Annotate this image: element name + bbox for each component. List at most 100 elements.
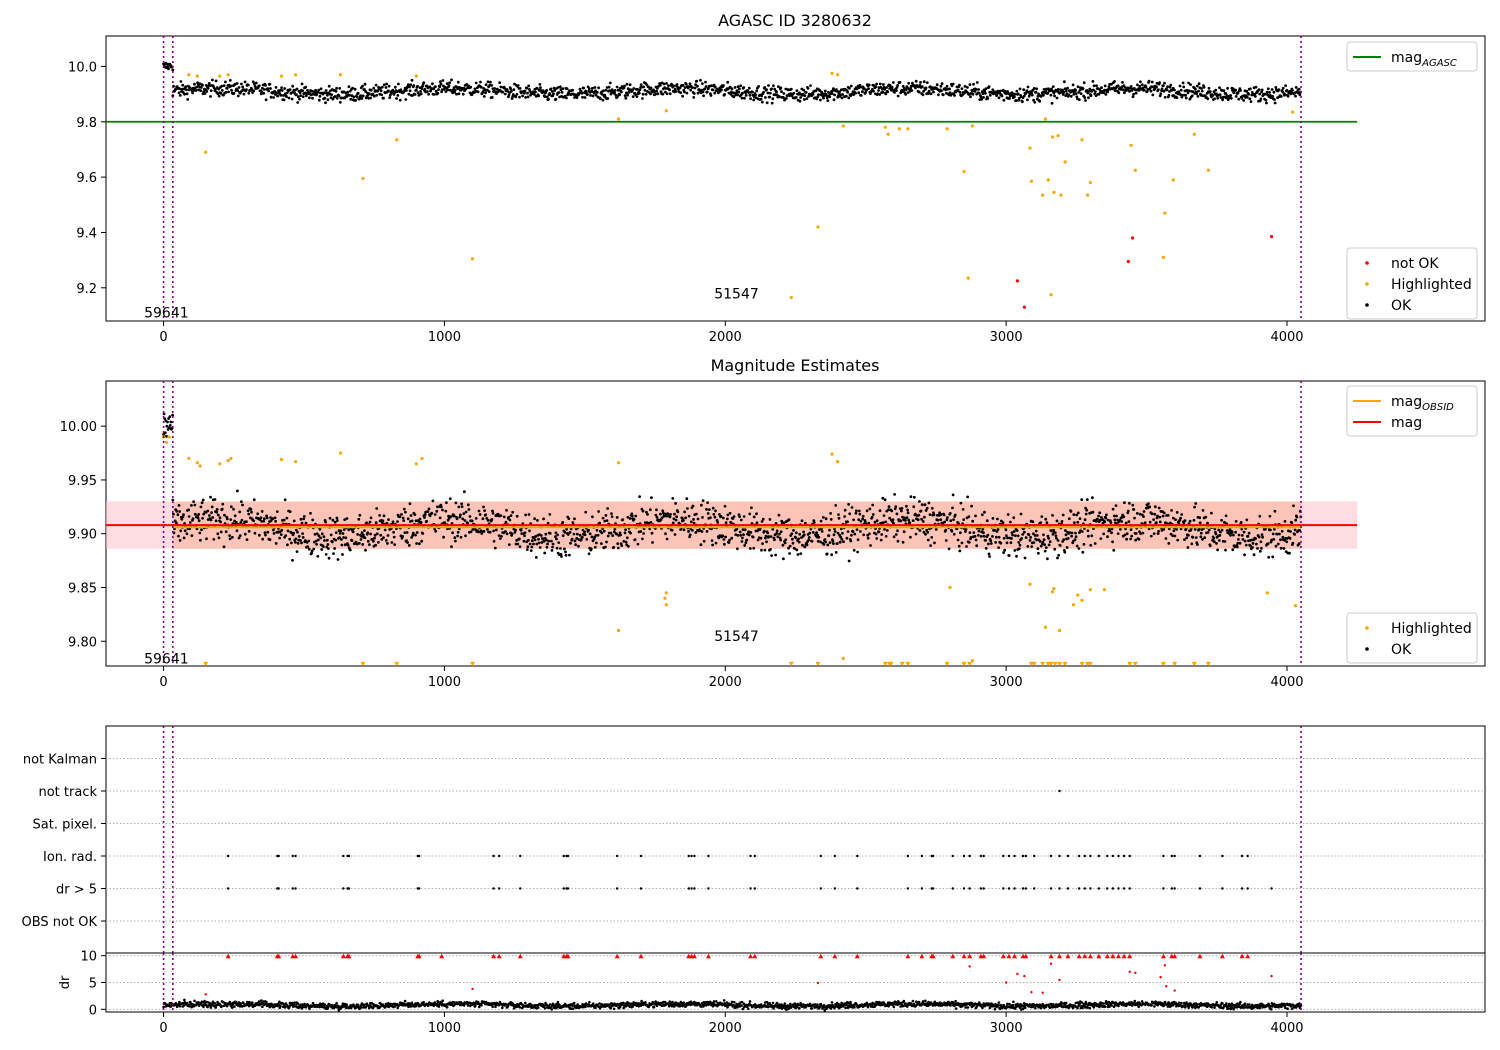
flag-point xyxy=(962,887,966,890)
ok-point xyxy=(213,498,217,501)
ok-point xyxy=(1063,80,1066,84)
ok-point xyxy=(191,517,195,520)
ok-point xyxy=(761,517,765,521)
ok-point xyxy=(613,527,617,531)
ok-point xyxy=(470,519,474,523)
ok-point xyxy=(611,534,615,537)
ok-point xyxy=(363,536,367,540)
ok-point xyxy=(1218,86,1221,90)
ok-point xyxy=(950,529,954,533)
ok-point xyxy=(1076,511,1080,515)
ok-point xyxy=(482,529,486,533)
ok-point xyxy=(1160,87,1164,91)
ok-point xyxy=(596,533,600,537)
ok-point xyxy=(980,513,984,517)
ok-point xyxy=(685,91,689,95)
ok-point xyxy=(760,94,764,98)
ok-point xyxy=(1149,89,1153,93)
highlighted-point xyxy=(361,176,365,181)
ok-point xyxy=(645,510,648,514)
ok-point xyxy=(578,533,582,537)
ok-point xyxy=(945,518,949,522)
ok-point xyxy=(301,536,305,539)
ok-point xyxy=(810,539,814,543)
ok-point xyxy=(461,517,465,521)
ok-point xyxy=(327,547,330,550)
ok-point xyxy=(717,91,720,95)
highlighted-point xyxy=(1291,110,1295,114)
ok-point xyxy=(388,96,392,99)
ok-point xyxy=(957,544,961,548)
ok-point xyxy=(618,531,622,535)
legend-dot-swatch xyxy=(1365,282,1369,286)
ok-point xyxy=(339,529,343,533)
ok-point xyxy=(817,535,821,539)
ok-point xyxy=(979,535,983,538)
ok-point xyxy=(670,528,674,532)
ok-point xyxy=(439,80,442,84)
ok-point xyxy=(591,86,594,90)
ok-point xyxy=(641,92,645,96)
ok-point xyxy=(953,94,956,97)
ok-point xyxy=(571,1007,575,1010)
ok-point xyxy=(728,85,732,89)
ok-point xyxy=(922,89,925,93)
ok-point xyxy=(725,517,729,521)
ok-point xyxy=(714,509,717,513)
ok-point xyxy=(1182,85,1186,89)
ok-point xyxy=(464,510,468,514)
ok-point xyxy=(901,515,904,519)
ok-point xyxy=(456,80,460,84)
ok-point xyxy=(1247,92,1250,96)
ok-point xyxy=(1132,92,1135,96)
ok-point xyxy=(765,101,769,105)
ok-point xyxy=(280,89,284,92)
ok-point xyxy=(949,519,953,523)
ok-point xyxy=(333,547,336,550)
ok-point xyxy=(1274,86,1278,89)
ok-point xyxy=(232,507,235,511)
ok-point xyxy=(773,538,776,542)
ok-point xyxy=(1200,87,1203,90)
ok-point xyxy=(959,531,962,535)
legend-dot-swatch xyxy=(1365,647,1369,651)
ok-point xyxy=(1240,527,1244,531)
ok-point xyxy=(380,93,384,97)
ok-point xyxy=(297,535,301,538)
ok-point xyxy=(550,549,554,552)
flag-point xyxy=(1021,887,1025,890)
ok-point xyxy=(440,1001,443,1005)
ok-point xyxy=(1044,517,1048,521)
ok-point xyxy=(802,88,806,92)
ok-point xyxy=(1046,534,1050,538)
ok-point xyxy=(867,87,870,90)
ok-point xyxy=(683,90,686,94)
ok-point xyxy=(413,93,417,96)
highlighted-point xyxy=(1129,143,1133,147)
ok-point xyxy=(1159,92,1163,96)
ok-point xyxy=(384,86,388,89)
ok-point xyxy=(1009,541,1013,545)
ok-point xyxy=(501,90,505,94)
ok-point xyxy=(1291,541,1295,545)
ok-point xyxy=(1071,83,1075,87)
ok-point xyxy=(1266,542,1270,545)
ok-point xyxy=(894,505,898,508)
flag-point xyxy=(962,854,966,858)
ok-point xyxy=(546,521,550,525)
flag-point xyxy=(1270,887,1273,890)
ok-point xyxy=(1144,85,1148,89)
ok-point xyxy=(564,553,568,557)
ok-point xyxy=(409,514,413,517)
ok-point xyxy=(546,542,549,546)
ok-point xyxy=(554,531,558,535)
ok-point xyxy=(682,519,685,522)
ok-point xyxy=(592,1002,595,1005)
ok-point xyxy=(577,544,580,548)
legend-dot-swatch xyxy=(1365,626,1369,630)
ok-point xyxy=(997,96,1001,100)
ok-point xyxy=(421,85,424,88)
highlighted-point xyxy=(1080,598,1084,602)
ok-point xyxy=(272,532,276,535)
ok-point xyxy=(323,539,326,542)
